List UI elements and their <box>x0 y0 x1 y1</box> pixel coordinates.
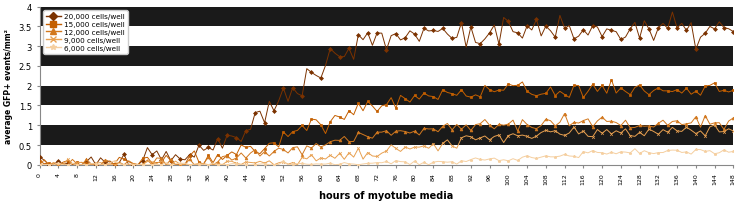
Legend: 20,000 cells/well, 15,000 cells/well, 12,000 cells/well, 9,000 cells/well, 6,000: 20,000 cells/well, 15,000 cells/well, 12… <box>43 11 128 54</box>
X-axis label: hours of myotube media: hours of myotube media <box>320 190 454 200</box>
Bar <box>40 47 733 67</box>
Bar <box>40 145 733 165</box>
Bar <box>40 126 733 145</box>
Bar <box>40 8 733 27</box>
Bar <box>40 27 733 47</box>
Bar <box>40 86 733 106</box>
Bar <box>40 67 733 86</box>
Bar <box>40 106 733 126</box>
Y-axis label: average GFP+ events/mm²: average GFP+ events/mm² <box>4 29 13 143</box>
